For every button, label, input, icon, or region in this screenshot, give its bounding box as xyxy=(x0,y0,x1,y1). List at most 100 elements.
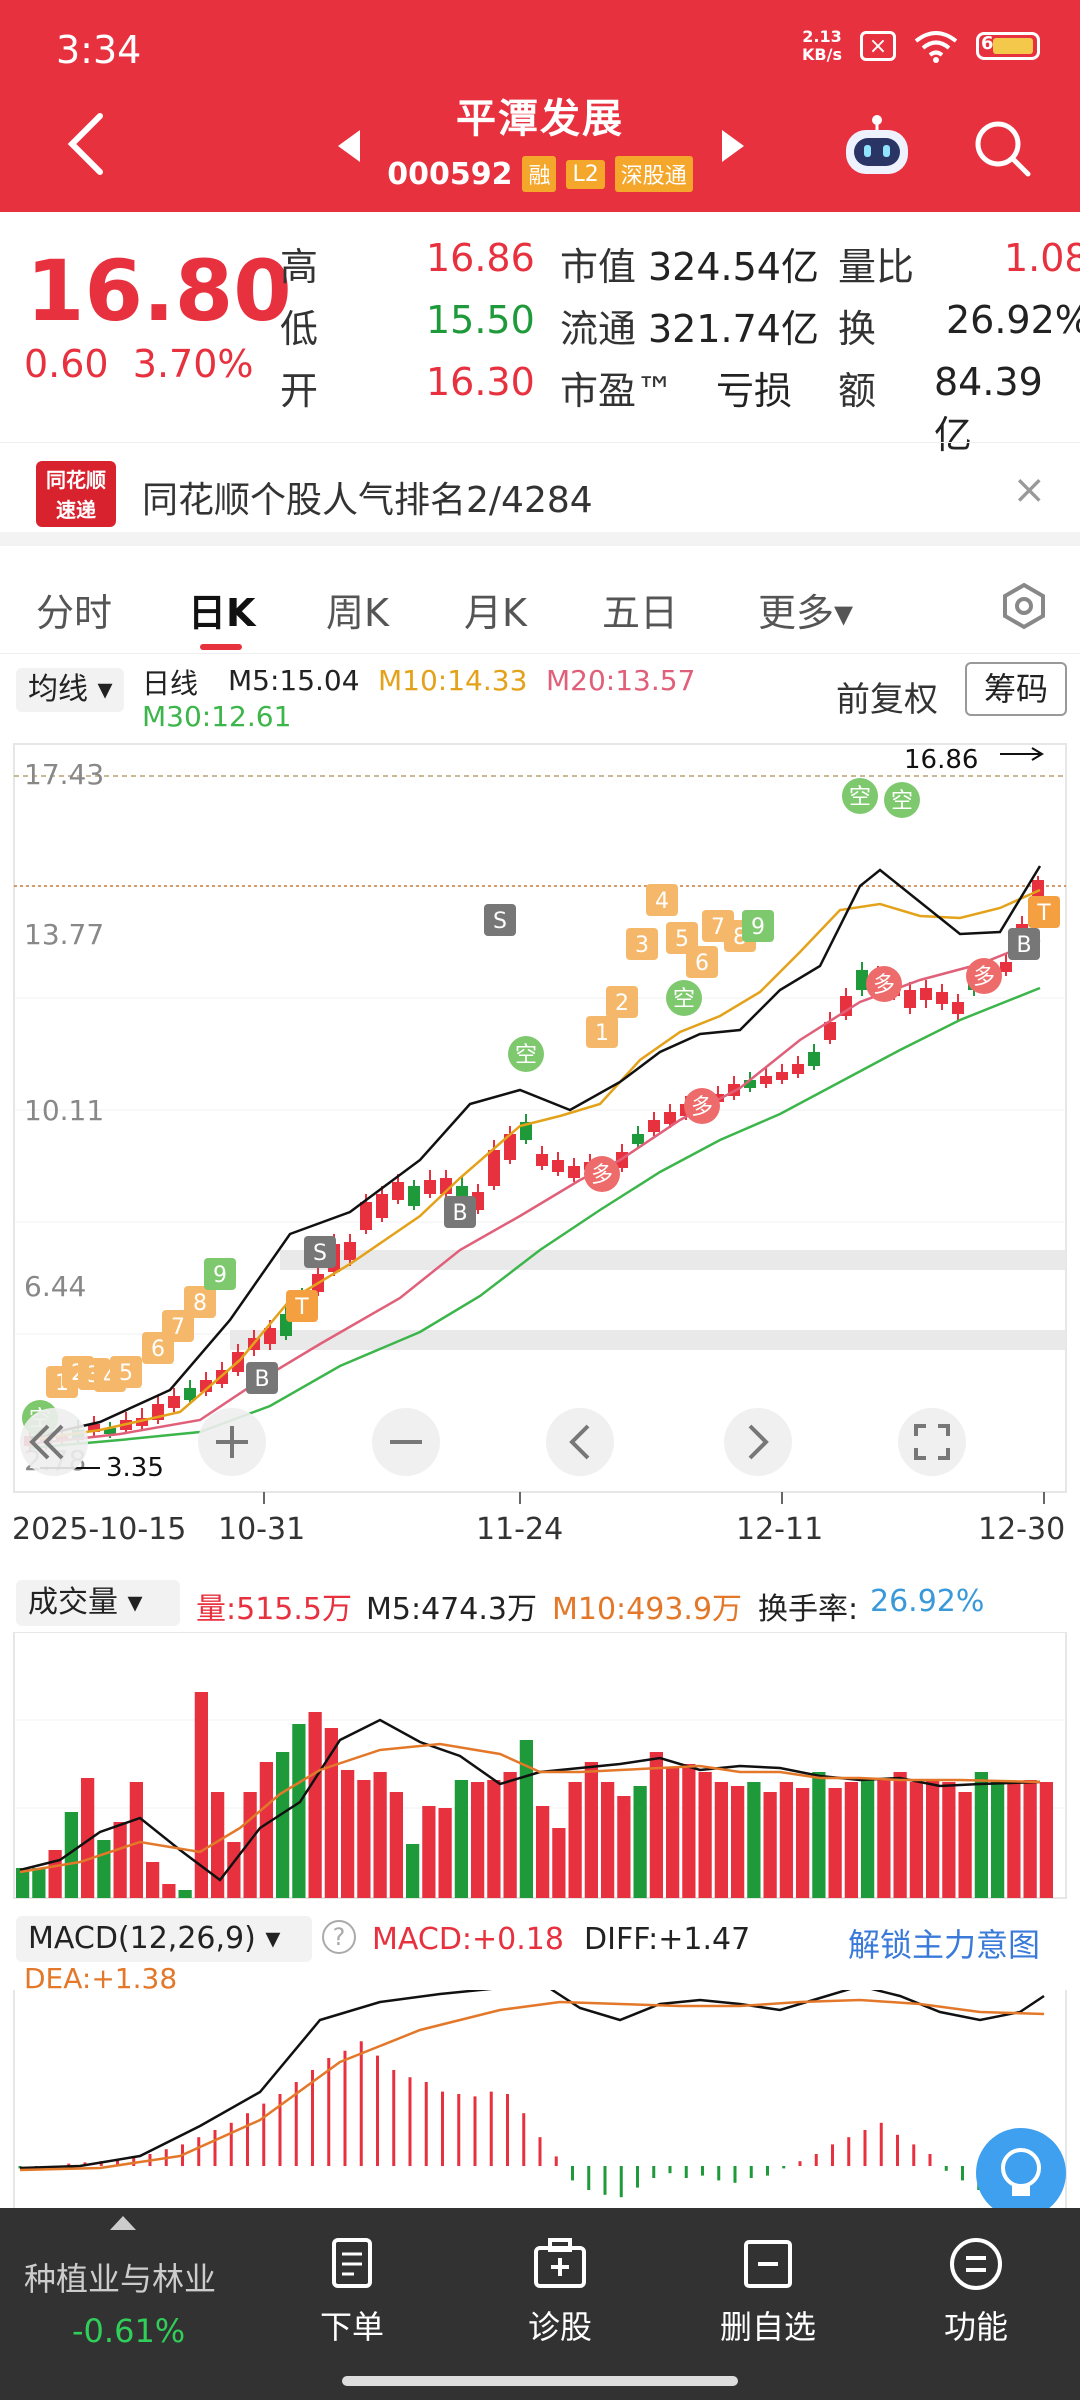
t-signal-badge: T xyxy=(286,1290,318,1322)
volume-chart[interactable] xyxy=(0,1632,1080,1902)
macd-selector[interactable]: MACD(12,26,9) ▾ xyxy=(16,1916,312,1962)
candle-body xyxy=(776,1072,788,1080)
candle-body xyxy=(824,1022,836,1040)
volume-bar xyxy=(796,1788,810,1898)
wifi-icon xyxy=(914,31,958,63)
macd-chart[interactable] xyxy=(0,1990,1080,2210)
svg-text:5: 5 xyxy=(119,1361,133,1386)
tab-more[interactable]: 更多▾ xyxy=(758,591,854,635)
x-axis-ticks xyxy=(263,1492,1045,1504)
prev-stock-icon[interactable] xyxy=(338,130,360,162)
candle-body xyxy=(264,1328,276,1344)
scroll-right-button[interactable] xyxy=(724,1408,792,1476)
back-arrow-icon[interactable] xyxy=(64,112,108,176)
close-icon[interactable]: × xyxy=(1012,467,1046,513)
adjust-mode[interactable]: 前复权 xyxy=(836,680,938,720)
trend-count-badge: 7 xyxy=(162,1310,194,1342)
volume-m10: M10:493.9万 xyxy=(552,1592,743,1627)
dif-line xyxy=(19,1990,1045,2170)
volume-bar xyxy=(32,1868,46,1898)
volume-bar xyxy=(471,1782,485,1898)
tab-daily-k[interactable]: 日K xyxy=(188,591,256,635)
tab-intraday[interactable]: 分时 xyxy=(36,591,113,635)
label-high: 高 xyxy=(280,245,319,289)
candle-body xyxy=(104,1428,116,1434)
nav-remove-watchlist[interactable]: 删自选 xyxy=(698,2234,838,2348)
macd-legend: MACD(12,26,9) ▾ ? MACD:+0.18 DIFF:+1.47 … xyxy=(0,1910,1080,1995)
volume-bar xyxy=(519,1740,533,1898)
candle-body xyxy=(360,1202,372,1230)
candle-body xyxy=(936,992,948,1004)
caret-up-icon[interactable] xyxy=(110,2216,136,2230)
volume-bar xyxy=(373,1772,387,1898)
value-turnover: 26.92% xyxy=(946,298,1080,342)
long-signal-badge: 多 xyxy=(866,966,902,1002)
trend-count-badge-green: 9 xyxy=(204,1258,236,1290)
ma-selector[interactable]: 均线 ▾ xyxy=(16,668,124,712)
buy-signal-badge: B xyxy=(1008,928,1040,960)
scroll-left-button[interactable] xyxy=(546,1408,614,1476)
quote-panel: 16.80 0.60 3.70% 高 16.86 市值 324.54亿 量比 1… xyxy=(0,212,1080,457)
volume-legend: 成交量 ▾ 量:515.5万 M5:474.3万 M10:493.9万 换手率:… xyxy=(0,1572,1080,1632)
tab-weekly-k[interactable]: 周K xyxy=(326,591,389,635)
svg-text:空: 空 xyxy=(849,785,871,810)
svg-text:6: 6 xyxy=(151,1337,165,1362)
volume-selector[interactable]: 成交量 ▾ xyxy=(16,1580,180,1626)
volume-m5: M5:474.3万 xyxy=(366,1592,537,1627)
trend-count-badge: 4 xyxy=(646,884,678,916)
short-signal-badge: 空 xyxy=(842,778,878,814)
long-signal-badge: 多 xyxy=(684,1088,720,1124)
long-signal-badge: 多 xyxy=(584,1156,620,1192)
dea-line xyxy=(19,1998,1045,2172)
chip-distribution-button[interactable]: 筹码 xyxy=(965,662,1067,716)
tips-bulb-button[interactable] xyxy=(976,2128,1066,2218)
fullscreen-button[interactable] xyxy=(898,1408,966,1476)
svg-text:2: 2 xyxy=(615,991,629,1016)
volume-bar xyxy=(812,1772,826,1898)
nav-diagnose[interactable]: 诊股 xyxy=(490,2234,630,2348)
y-label-4: 6.44 xyxy=(24,1270,86,1303)
next-stock-icon[interactable] xyxy=(722,130,744,162)
stock-title: 平潭发展 000592 融 L2 深股通 xyxy=(300,86,780,192)
value-float: 321.74亿 xyxy=(648,307,819,351)
tab-five-day[interactable]: 五日 xyxy=(602,591,679,635)
value-open: 16.30 xyxy=(426,360,535,404)
unlock-link[interactable]: 解锁主力意图 xyxy=(848,1926,1041,1964)
sector-name[interactable]: 种植业与林业 xyxy=(24,2260,217,2298)
volume-bar xyxy=(568,1782,582,1898)
bottom-toolbar: 种植业与林业 -0.61% 下单 诊股 删自选 功能 xyxy=(0,2208,1080,2400)
settings-hexagon-icon[interactable] xyxy=(1000,582,1048,630)
x-date-4: 12-11 xyxy=(736,1512,824,1547)
help-icon[interactable]: ? xyxy=(322,1920,356,1954)
robot-assistant-icon[interactable] xyxy=(842,114,912,176)
candle-body xyxy=(184,1388,196,1400)
tab-monthly-k[interactable]: 月K xyxy=(464,591,527,635)
chevron-right-icon xyxy=(748,1424,769,1460)
search-icon[interactable] xyxy=(970,116,1034,180)
volume-bar xyxy=(64,1812,78,1898)
ma30-value: M30:12.61 xyxy=(142,700,292,733)
candlestick-chart[interactable]: 17.43 13.77 10.11 6.44 2.78 123456781234… xyxy=(0,740,1080,1580)
stock-code: 000592 xyxy=(387,156,513,192)
nav-place-order[interactable]: 下单 xyxy=(282,2234,422,2348)
svg-text:多: 多 xyxy=(691,1095,713,1120)
svg-text:空: 空 xyxy=(891,789,913,814)
signal-markers: 123456781234567899SSBBBTT空空空空空多多多多 xyxy=(22,778,1060,1436)
label-open: 开 xyxy=(280,369,319,413)
order-icon xyxy=(332,2238,372,2288)
home-indicator[interactable] xyxy=(342,2376,738,2386)
ths-logo: 同花顺 速递 xyxy=(36,461,116,527)
volume-bar xyxy=(942,1782,956,1898)
collapse-left-button[interactable] xyxy=(20,1408,88,1476)
candle-body xyxy=(488,1150,500,1186)
volume-bar xyxy=(601,1782,615,1898)
low-price-label: 3.35 xyxy=(106,1453,164,1483)
sector-change: -0.61% xyxy=(72,2312,186,2350)
popularity-banner[interactable]: 同花顺 速递 同花顺个股人气排名2/4284 × xyxy=(0,442,1080,546)
status-icons: 2.13 KB/s × 6 xyxy=(802,28,1040,64)
plus-icon xyxy=(216,1426,248,1458)
candle-body xyxy=(664,1112,676,1124)
volume-bar xyxy=(308,1712,322,1898)
nav-functions[interactable]: 功能 xyxy=(906,2234,1046,2348)
candle-body xyxy=(856,970,868,990)
